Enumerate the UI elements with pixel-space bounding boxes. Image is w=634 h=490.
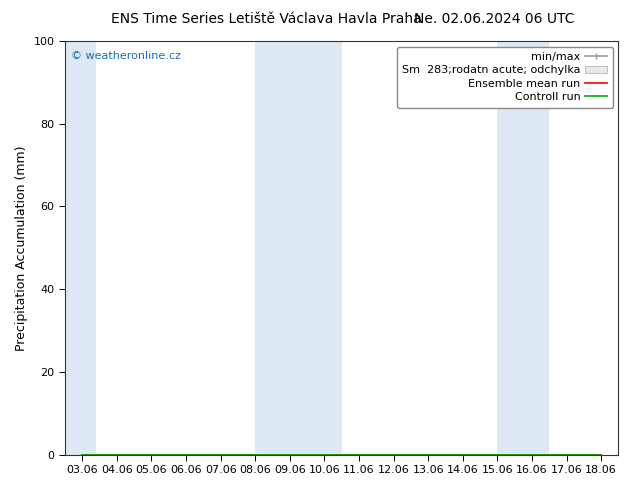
Text: Ne. 02.06.2024 06 UTC: Ne. 02.06.2024 06 UTC (414, 12, 575, 26)
Legend: min/max, Sm  283;rodatn acute; odchylka, Ensemble mean run, Controll run: min/max, Sm 283;rodatn acute; odchylka, … (397, 47, 613, 108)
Text: ENS Time Series Letiště Václava Havla Praha: ENS Time Series Letiště Václava Havla Pr… (111, 12, 422, 26)
Text: © weatheronline.cz: © weatheronline.cz (70, 51, 181, 61)
Y-axis label: Precipitation Accumulation (mm): Precipitation Accumulation (mm) (15, 145, 28, 350)
Bar (256, 41, 342, 455)
Bar (65, 41, 96, 455)
Bar (498, 41, 549, 455)
